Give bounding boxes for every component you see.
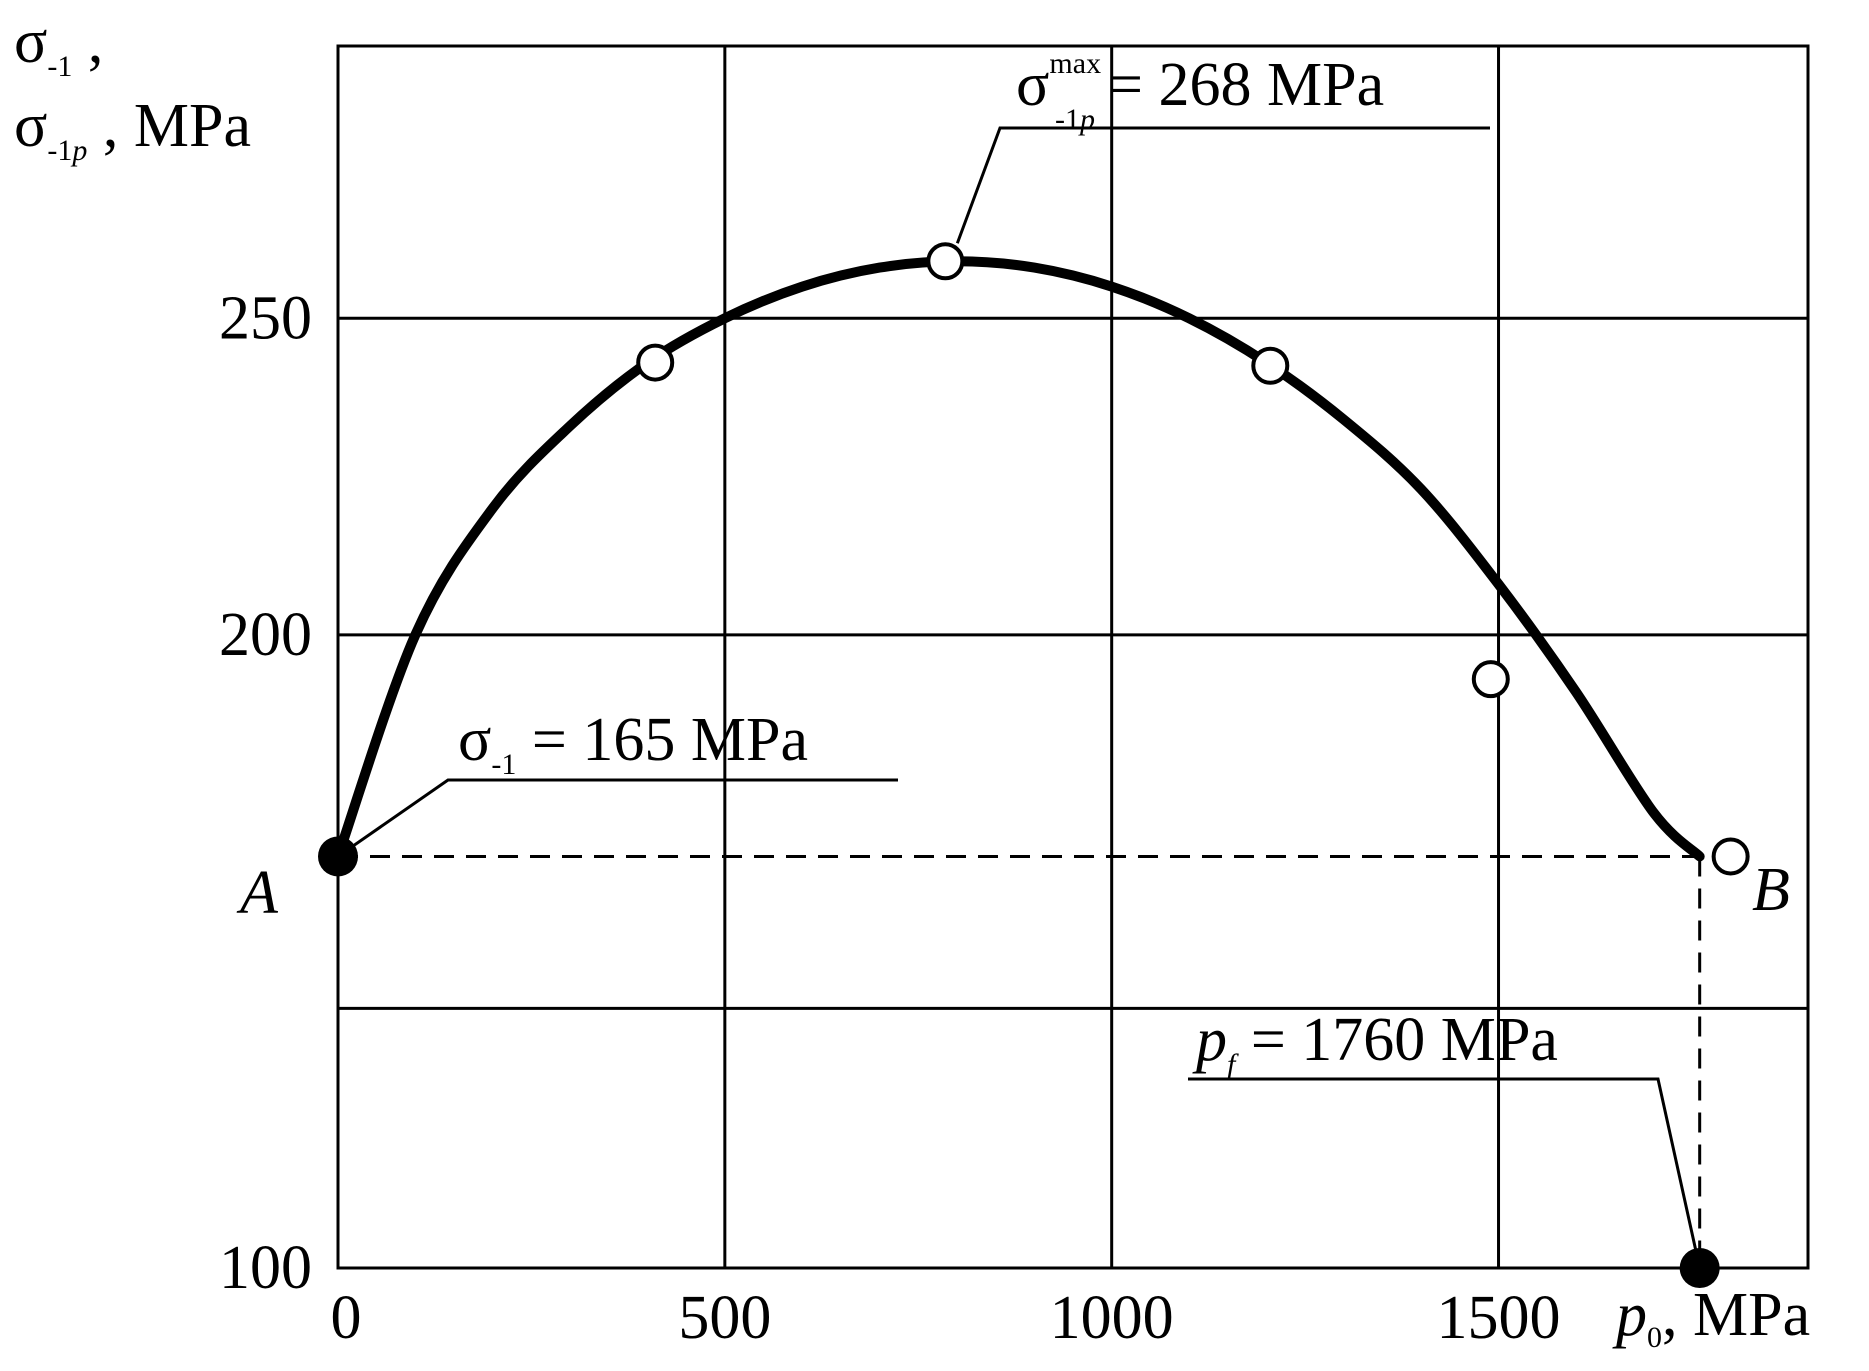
fit-curve [333,256,1705,862]
open-data-point [1251,346,1290,385]
y-axis-label-line1: σ-1 , [14,8,103,83]
annotation-sigma-max: σmax -1p= 268 MPa [1016,47,1384,136]
tick-labels: 0 500 1000 1500 100 200 250 [219,284,1561,1352]
open-data-point [1711,837,1750,876]
point-label-b: B [1752,856,1790,924]
open-data-point [926,242,965,281]
x-tick-label: 1500 [1437,1284,1561,1352]
y-tick-label: 250 [219,284,312,352]
annotation-pf: pf = 1760 MPa [1192,1006,1558,1081]
point-label-a: A [236,859,279,927]
x-tick-label: 0 [331,1284,362,1352]
leader-sigma-1 [337,778,898,858]
data-points [318,242,1750,1288]
x-tick-label: 1000 [1050,1284,1174,1352]
plot-frame [336,44,1810,1270]
open-data-point [636,343,675,382]
annotation-leaders [337,126,1702,1269]
leader-sigma-max [955,126,1490,244]
open-data-point [1471,660,1510,699]
filled-data-point [1679,1248,1720,1288]
y-tick-label: 200 [219,601,312,669]
x-tick-label: 500 [678,1284,771,1352]
filled-data-point [318,836,358,877]
grid [336,46,1808,1268]
annotation-sigma-1: σ-1 = 165 MPa [458,706,808,781]
y-tick-label: 100 [219,1234,312,1302]
leader-pf [1188,1077,1702,1269]
y-axis-label-line2: σ-1p , MPa [14,92,251,167]
x-axis-label: p0, MPa [1612,1281,1810,1354]
